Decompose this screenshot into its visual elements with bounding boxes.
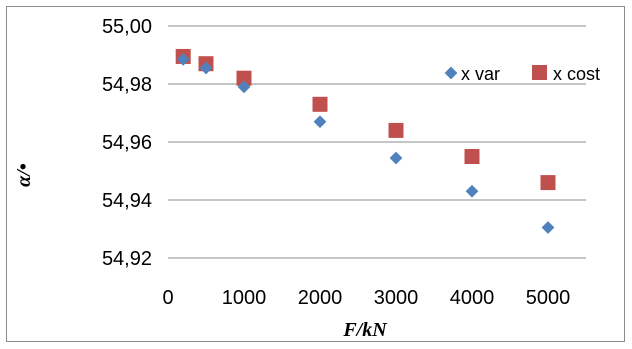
point-x-cost bbox=[312, 96, 328, 112]
x-tick-label: 1000 bbox=[222, 287, 267, 309]
legend-marker-x-cost bbox=[532, 65, 547, 80]
legend-label-x-cost: x cost bbox=[553, 64, 600, 84]
y-tick-label: 54,94 bbox=[102, 190, 152, 212]
x-tick-labels: 0 1000 2000 3000 4000 5000 bbox=[162, 287, 570, 309]
x-tick-label: 2000 bbox=[298, 287, 343, 309]
point-x-var bbox=[389, 151, 403, 165]
point-x-cost bbox=[464, 149, 480, 164]
point-x-var bbox=[313, 115, 327, 129]
y-tick-label: 54,96 bbox=[102, 132, 152, 154]
gridlines bbox=[168, 25, 586, 201]
data-points bbox=[175, 48, 556, 234]
y-tick-label: 54,98 bbox=[102, 74, 152, 96]
x-tick-label: 3000 bbox=[374, 287, 419, 309]
x-axis-title: F/kN bbox=[342, 319, 388, 341]
y-tick-label: 55,00 bbox=[102, 16, 152, 38]
x-tick-label: 5000 bbox=[526, 287, 571, 309]
point-x-var bbox=[465, 184, 479, 198]
point-x-var bbox=[541, 221, 555, 234]
y-tick-labels: 54,92 54,94 54,96 54,98 55,00 bbox=[102, 16, 152, 270]
x-tick-label: 0 bbox=[162, 287, 173, 309]
point-x-var bbox=[237, 80, 251, 94]
point-x-cost bbox=[388, 122, 404, 138]
point-x-var bbox=[199, 61, 213, 75]
legend-label-x-var: x var bbox=[461, 64, 500, 84]
legend: x var x cost bbox=[444, 64, 600, 84]
legend-item-x-cost: x cost bbox=[532, 64, 600, 84]
chart-frame bbox=[6, 6, 625, 342]
y-tick-label: 54,92 bbox=[102, 248, 152, 270]
legend-marker-x-var bbox=[444, 66, 458, 80]
x-tick-label: 4000 bbox=[450, 287, 495, 309]
point-x-cost bbox=[236, 70, 252, 86]
y-axis-title: α/• bbox=[13, 163, 35, 187]
legend-item-x-var: x var bbox=[444, 64, 500, 84]
point-x-cost bbox=[540, 175, 556, 191]
point-x-var bbox=[176, 52, 190, 66]
